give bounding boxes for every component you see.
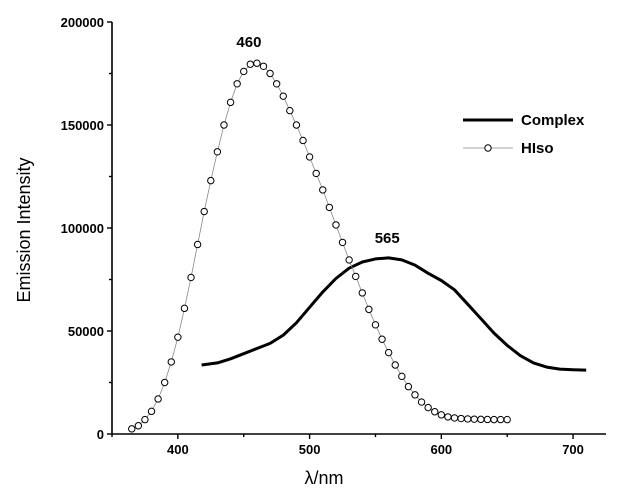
data-point-hiso	[477, 415, 485, 424]
data-point-hiso	[154, 395, 162, 403]
data-point-hiso	[503, 415, 511, 424]
legend-marker-hiso	[484, 144, 492, 152]
data-point-hiso	[411, 391, 419, 399]
data-point-hiso	[141, 415, 149, 424]
data-point-hiso	[299, 136, 307, 145]
data-point-hiso	[325, 203, 334, 212]
data-point-hiso	[490, 415, 498, 424]
data-point-hiso	[338, 238, 347, 247]
x-tick-label: 600	[430, 442, 452, 457]
data-point-hiso	[371, 321, 380, 329]
series-layer	[128, 59, 587, 433]
legend-label: HIso	[521, 140, 554, 157]
data-point-hiso	[319, 186, 327, 194]
data-point-hiso	[384, 348, 393, 357]
data-point-hiso	[128, 425, 136, 433]
data-point-hiso	[187, 273, 195, 282]
data-point-hiso	[450, 414, 459, 422]
data-point-hiso	[444, 413, 452, 421]
data-point-hiso	[345, 256, 353, 264]
data-point-hiso	[391, 361, 399, 369]
plot-area	[111, 22, 606, 435]
data-point-hiso	[483, 415, 492, 424]
data-point-hiso	[253, 59, 261, 67]
data-point-hiso	[213, 148, 222, 156]
data-point-hiso	[160, 378, 169, 387]
x-tick-label: 400	[167, 442, 189, 457]
annotation-layer: 460 565	[236, 34, 399, 247]
legend: Complex HIso	[463, 112, 585, 157]
series-line-complex	[201, 256, 587, 372]
y-axis-title: Emission Intensity	[14, 157, 34, 302]
data-point-hiso	[463, 415, 472, 423]
data-point-hiso	[279, 92, 287, 100]
data-point-hiso	[134, 422, 143, 430]
data-point-hiso	[378, 335, 386, 343]
y-tick-label: 0	[97, 427, 104, 442]
data-point-hiso	[193, 240, 202, 249]
data-point-hiso	[240, 67, 248, 76]
y-tick-label: 50000	[68, 324, 104, 339]
data-point-hiso	[246, 60, 255, 68]
data-point-hiso	[266, 69, 274, 78]
data-point-hiso	[457, 414, 465, 423]
data-point-hiso	[365, 305, 373, 314]
data-point-hiso	[398, 372, 406, 381]
data-point-hiso	[437, 411, 446, 419]
y-tick-label: 100000	[61, 221, 104, 236]
peak-annotation: 460	[236, 34, 261, 51]
data-point-hiso	[226, 98, 235, 107]
data-point-hiso	[207, 176, 215, 185]
data-point-hiso	[259, 62, 268, 70]
x-axis-title: λ/nm	[304, 468, 343, 488]
data-point-hiso	[417, 398, 426, 406]
peak-annotation: 565	[375, 230, 400, 247]
data-point-hiso	[305, 153, 314, 161]
data-point-hiso	[312, 169, 320, 178]
data-point-hiso	[352, 272, 360, 281]
series-line-hiso	[131, 62, 508, 430]
data-point-hiso	[200, 207, 208, 216]
data-point-hiso	[174, 333, 182, 341]
legend-label: Complex	[521, 112, 585, 129]
data-point-hiso	[358, 289, 366, 297]
x-tick-label: 700	[562, 442, 584, 457]
data-point-hiso	[332, 221, 340, 229]
data-point-hiso	[180, 304, 189, 313]
data-point-hiso	[147, 407, 156, 416]
x-tick-label: 500	[299, 442, 321, 457]
y-tick-label: 150000	[61, 118, 104, 133]
data-point-hiso	[496, 415, 505, 424]
data-point-hiso	[404, 382, 413, 391]
data-point-hiso	[286, 106, 294, 115]
data-point-hiso	[233, 80, 241, 88]
data-point-hiso	[431, 408, 439, 416]
data-point-hiso	[167, 358, 175, 366]
data-point-hiso	[470, 415, 478, 423]
y-axis-ticks: 0 50000 100000 150000 200000	[61, 15, 112, 442]
data-point-hiso	[220, 121, 228, 129]
data-point-hiso	[272, 80, 281, 88]
x-axis-ticks: 400 500 600 700	[111, 434, 584, 457]
data-point-hiso	[292, 121, 301, 129]
data-point-hiso	[424, 403, 432, 412]
y-tick-label: 200000	[61, 15, 104, 30]
